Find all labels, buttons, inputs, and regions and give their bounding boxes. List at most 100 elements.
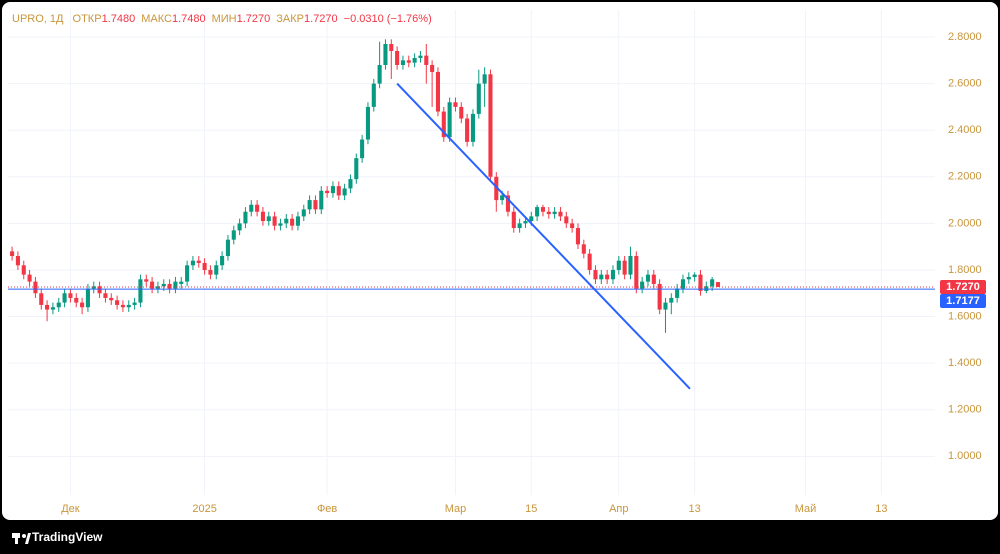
candle-body <box>558 211 563 217</box>
candle-body <box>91 286 96 289</box>
candle-body <box>155 286 160 289</box>
field-label: МАКС <box>141 13 172 25</box>
candle-body <box>710 279 715 287</box>
x-tick-label: 2025 <box>192 503 216 515</box>
candle-body <box>255 204 260 212</box>
candle-body <box>686 276 691 280</box>
candle-body <box>441 111 446 138</box>
candle-body <box>109 297 114 301</box>
y-tick-label: 2.6000 <box>948 78 982 90</box>
candle-body <box>202 262 207 270</box>
x-tick-label: Май <box>795 503 817 515</box>
candle-body <box>278 223 283 226</box>
candle-body <box>704 286 709 291</box>
candle-body <box>575 228 581 245</box>
candle-body <box>27 274 32 282</box>
candle-body <box>190 260 195 266</box>
candle-body <box>634 255 639 289</box>
candle-body <box>406 60 411 63</box>
logo-mark <box>22 534 26 538</box>
field-label: МИН <box>211 13 237 25</box>
candle-body <box>698 274 703 291</box>
y-tick-label: 1.6000 <box>948 310 982 322</box>
candle-body <box>552 211 557 215</box>
candle-body <box>348 179 353 189</box>
candle-body <box>237 223 242 231</box>
candle-body <box>208 269 213 275</box>
candle-body <box>383 44 388 65</box>
candle-body <box>581 244 586 254</box>
candle-body <box>482 74 487 84</box>
candle-body <box>336 186 341 196</box>
candle-body <box>511 211 516 229</box>
candle-body <box>266 216 271 222</box>
candle-body <box>599 274 604 280</box>
candle-body <box>56 302 61 308</box>
change: −0.0310 (−1.76%) <box>343 13 432 25</box>
candle-body <box>587 253 592 270</box>
candle-body <box>622 260 627 275</box>
candle-body <box>225 239 230 256</box>
candle-body <box>546 211 551 215</box>
candle-body <box>680 279 686 289</box>
price-label-box <box>940 293 986 308</box>
candle-body <box>412 57 417 63</box>
candle-body <box>435 71 440 112</box>
x-tick-label: Апр <box>609 503 628 515</box>
candle-body <box>85 288 90 308</box>
candle-body <box>651 274 656 284</box>
candle-body <box>418 55 423 58</box>
candle-body <box>15 255 20 266</box>
candle-body <box>138 279 143 303</box>
candle-body <box>173 281 178 289</box>
candle-body <box>214 265 219 275</box>
plot <box>10 39 721 333</box>
x-tick-label: 15 <box>525 503 537 515</box>
y-tick-label: 1.0000 <box>948 450 982 462</box>
y-tick-label: 2.2000 <box>948 171 982 183</box>
candle-body <box>610 269 616 280</box>
candle-body <box>231 230 236 240</box>
candle-body <box>21 265 26 275</box>
x-tick-label: Мар <box>445 503 467 515</box>
candle-body <box>476 83 481 114</box>
candle-body <box>663 302 668 310</box>
candle-body <box>62 293 67 303</box>
candle-body <box>39 293 44 305</box>
field-value: 1.7480 <box>171 13 206 25</box>
candle-body <box>325 190 330 194</box>
candle-body <box>68 293 73 298</box>
candle-body <box>523 221 528 224</box>
candle-body <box>605 274 610 280</box>
candle-body <box>564 216 569 224</box>
candle-body <box>500 195 505 201</box>
field-value: 1.7270 <box>304 13 338 25</box>
candle-body <box>342 188 347 196</box>
candle-body <box>395 50 400 65</box>
candle-body <box>249 204 254 212</box>
x-tick-label: 13 <box>689 503 701 515</box>
candle-body <box>494 176 499 201</box>
x-tick-label: Фев <box>317 503 337 515</box>
candle-body <box>354 158 359 180</box>
candle-body <box>529 216 534 222</box>
candle-body <box>272 216 277 226</box>
candle-body <box>389 44 394 51</box>
candle-body <box>10 251 15 256</box>
price-label: 1.7177 <box>946 295 980 307</box>
candle-body <box>45 304 50 310</box>
candle-body <box>657 283 662 310</box>
candle-body <box>260 211 265 222</box>
candle-body <box>126 304 131 308</box>
overlays: 1.7270 1.7177 <box>8 82 986 390</box>
symbol: UPRO, 1Д <box>12 13 64 25</box>
candle-body <box>319 190 324 210</box>
candle-body <box>80 302 85 308</box>
x-tick-label: 13 <box>875 503 887 515</box>
price-label: 1.7270 <box>946 281 980 293</box>
candle-body <box>715 282 721 287</box>
candle-body <box>453 102 458 107</box>
candle-body <box>220 255 225 266</box>
